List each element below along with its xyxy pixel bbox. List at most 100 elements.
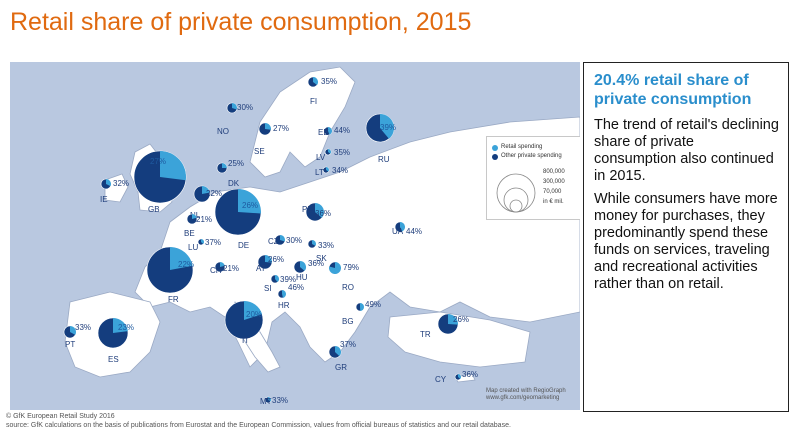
retail-share-ua: 44%	[406, 227, 422, 236]
pie-retail-ch	[220, 262, 225, 267]
pie-retail-nl	[202, 186, 210, 194]
pie-ch: CH 21%	[210, 261, 239, 275]
pie-retail-hu	[300, 261, 306, 271]
country-code-it: IT	[242, 336, 249, 345]
pie-retail-se	[265, 123, 271, 130]
pie-ie: IE 32%	[100, 178, 129, 204]
country-code-ru: RU	[378, 155, 390, 164]
cyprus-land	[454, 373, 476, 383]
pie-retail-si	[275, 275, 279, 283]
retail-share-sk: 33%	[318, 241, 334, 250]
legend-retail-label: Retail spending	[501, 144, 543, 150]
retail-share-fi: 35%	[321, 77, 337, 86]
country-code-cz: CZ	[268, 237, 279, 246]
pie-retail-pl	[315, 203, 324, 218]
country-code-ua: UA	[392, 227, 404, 236]
legend-unit: in € mil.	[543, 199, 564, 205]
pie-ee: EE 44%	[318, 126, 350, 137]
retail-share-lt: 34%	[332, 166, 348, 175]
country-code-hu: HU	[296, 273, 308, 282]
pie-retail-cy	[458, 374, 461, 379]
pie-retail-pt	[70, 326, 77, 335]
retail-share-pt: 33%	[75, 323, 91, 332]
retail-share-ro: 79%	[343, 263, 359, 272]
pie-ua: UA 44%	[392, 221, 422, 236]
pie-se: SE 27%	[254, 122, 289, 156]
size-circles-icon	[496, 173, 536, 213]
pie-gr: GR 37%	[328, 340, 356, 372]
pie-tr: TR 26%	[420, 313, 469, 339]
pie-retail-gb	[160, 151, 186, 181]
country-code-tr: TR	[420, 330, 431, 339]
country-code-gb: GB	[148, 205, 160, 214]
retail-share-ru: 39%	[380, 123, 396, 132]
pie-retail-es	[113, 318, 128, 333]
pie-retail-fr	[170, 247, 193, 270]
country-code-se: SE	[254, 147, 265, 156]
country-code-no: NO	[217, 127, 229, 136]
legend-size-small: 70,000	[543, 189, 562, 195]
map-credit: Map created with RegioGraph www.gfk.com/…	[486, 388, 566, 402]
pie-retail-gr	[335, 346, 341, 357]
pie-retail-de	[238, 189, 261, 214]
pie-si: SI 39%	[264, 274, 296, 293]
pie-lv: LV 35%	[316, 148, 350, 162]
retail-share-gb: 27%	[150, 157, 166, 166]
pie-retail-ie	[106, 179, 111, 187]
retail-share-nl: 22%	[206, 189, 222, 198]
pie-markers: FI 35% NO 30% SE 27% EE 44% LV 35% LT 34% RU 39% DK 25%…	[63, 76, 478, 406]
retail-share-hr: 46%	[288, 283, 304, 292]
country-code-lt: LT	[315, 168, 324, 177]
retail-share-pl: 36%	[315, 209, 331, 218]
pie-retail-cz	[280, 235, 285, 242]
info-panel: 20.4% retail share of private consumptio…	[583, 62, 789, 412]
retail-share-no: 30%	[237, 103, 253, 112]
pie-sk: SK 33%	[307, 239, 334, 263]
country-code-de: DE	[238, 241, 249, 250]
country-code-bg: BG	[342, 317, 354, 326]
country-code-lu: LU	[188, 243, 198, 252]
retail-share-bg: 49%	[365, 300, 381, 309]
credit-line-1: Map created with RegioGraph	[486, 388, 566, 394]
retail-share-dk: 25%	[228, 159, 244, 168]
pie-fr: FR 22%	[146, 246, 194, 304]
pie-retail-ee	[328, 127, 333, 135]
retail-share-lv: 35%	[334, 148, 350, 157]
retail-share-at: 26%	[268, 255, 284, 264]
retail-share-tr: 26%	[453, 315, 469, 324]
retail-share-lu: 37%	[205, 238, 221, 247]
country-code-dk: DK	[228, 179, 240, 188]
country-code-fi: FI	[310, 97, 317, 106]
turkey-land	[387, 311, 531, 368]
map-legend: Retail spending Other private spending 8…	[486, 136, 580, 220]
retail-share-hu: 36%	[308, 259, 324, 268]
pie-retail-bg	[360, 303, 365, 311]
country-code-fr: FR	[168, 295, 179, 304]
page-title: Retail share of private consumption, 201…	[10, 8, 472, 36]
retail-share-ch: 21%	[223, 264, 239, 273]
map-canvas: FI 35% NO 30% SE 27% EE 44% LV 35% LT 34% RU 39% DK 25%…	[63, 66, 580, 406]
pie-retail-lt	[326, 167, 329, 172]
retail-share-si: 39%	[280, 275, 296, 284]
pie-retail-lu	[201, 239, 204, 245]
retail-share-se: 27%	[273, 124, 289, 133]
pie-retail-sk	[312, 240, 316, 246]
pie-retail-fi	[313, 77, 318, 85]
country-code-at: AT	[256, 264, 266, 273]
pie-pl: PL 36%	[302, 202, 331, 222]
retail-share-gr: 37%	[340, 340, 356, 349]
retail-share-it: 20%	[246, 310, 262, 319]
country-code-cy: CY	[435, 375, 447, 384]
country-code-mt: MT	[260, 397, 272, 406]
panel-paragraph-1: The trend of retail's declining share of…	[594, 117, 779, 184]
retail-share-fr: 22%	[178, 260, 194, 269]
panel-paragraph-2: While consumers have more money for purc…	[594, 191, 778, 292]
pie-retail-mt	[268, 397, 271, 402]
country-code-gr: GR	[335, 363, 347, 372]
retail-share-de: 26%	[242, 201, 258, 210]
pie-bg: BG 49%	[342, 300, 381, 326]
pie-mt: MT 33%	[260, 396, 288, 406]
